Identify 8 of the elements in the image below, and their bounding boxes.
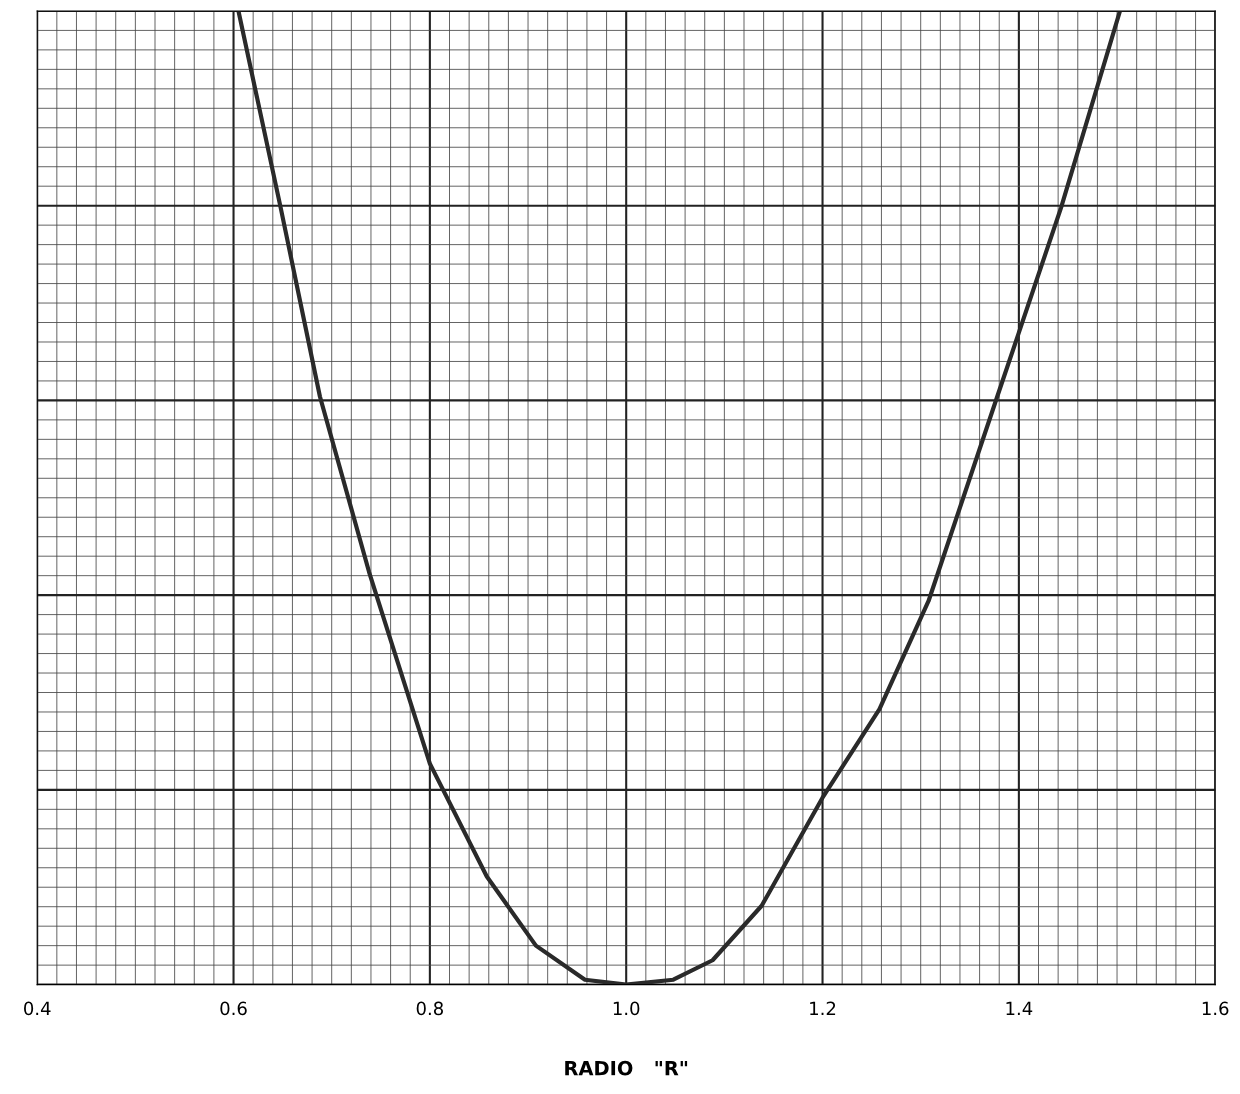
x-tick-label: 0.4 xyxy=(24,1001,51,1016)
x-tick-label: 1.2 xyxy=(810,1001,836,1015)
x-tick-label: 1.6 xyxy=(1202,1001,1229,1016)
x-axis-title: RADIO "R" xyxy=(565,1060,688,1076)
x-tick-label: 0.8 xyxy=(416,1001,443,1016)
x-tick-label: 1.0 xyxy=(613,1001,640,1016)
x-tick-label: 0.6 xyxy=(220,1001,247,1016)
x-tick-label: 1.4 xyxy=(1006,1001,1033,1015)
